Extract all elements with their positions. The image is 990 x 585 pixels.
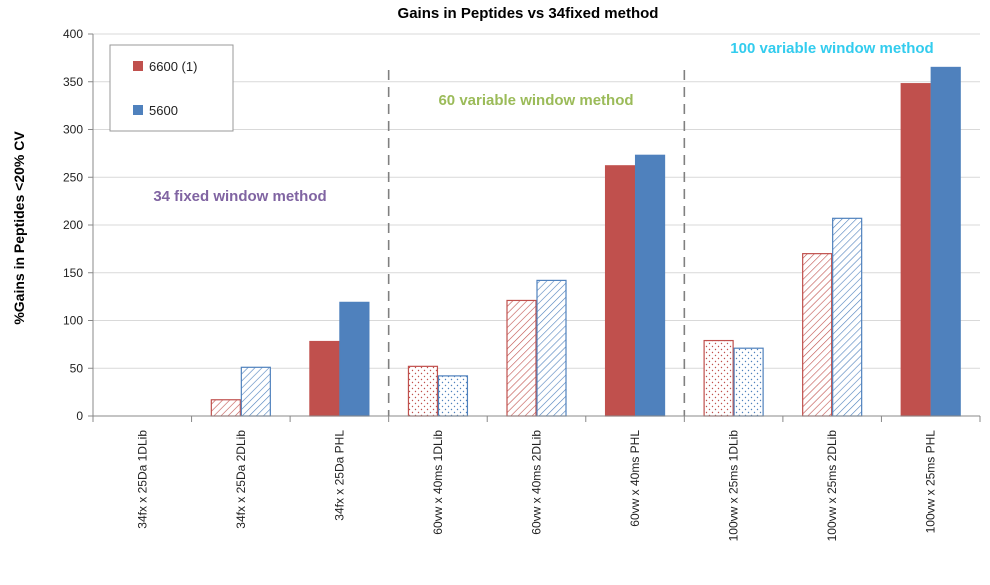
y-tick-label: 100: [63, 314, 83, 328]
group-separators: [387, 70, 686, 416]
x-tick-label: 60vw x 40ms PHL: [628, 430, 642, 527]
x-tick-label: 60vw x 40ms 1DLib: [431, 430, 445, 535]
x-tick-label: 60vw x 40ms 2DLib: [530, 430, 544, 535]
legend-box: [109, 44, 234, 132]
bar-5600: [339, 301, 370, 417]
x-tick-label: 34fx x 25Da 1DLib: [135, 430, 149, 529]
x-tick-label: 100vw x 25ms PHL: [924, 430, 938, 534]
bar-6600: [210, 399, 241, 417]
y-tick-label: 200: [63, 218, 83, 232]
bar-5600: [930, 66, 961, 417]
bar-6600: [802, 253, 833, 417]
bar-5600: [733, 347, 764, 417]
legend-label-5600: 5600: [149, 103, 178, 118]
annotation-34-fixed: 34 fixed window method: [153, 188, 326, 205]
bar-5600: [240, 366, 271, 417]
legend: 6600 (1) 5600: [109, 44, 234, 132]
y-tick-label: 50: [70, 361, 84, 375]
axes: [92, 34, 981, 422]
bar-5600: [536, 279, 567, 417]
y-tick-label: 350: [63, 75, 83, 89]
bar-6600: [309, 340, 340, 417]
x-tick-label: 34fx x 25Da PHL: [332, 430, 346, 521]
bar-5600: [832, 217, 863, 417]
y-tick-label: 150: [63, 266, 83, 280]
annotation-100-variable: 100 variable window method: [730, 40, 933, 57]
bar-6600: [604, 165, 636, 417]
bar-5600: [634, 154, 666, 417]
x-tick-label: 100vw x 25ms 2DLib: [825, 430, 839, 542]
x-tick-label: 100vw x 25ms 1DLib: [727, 430, 741, 542]
y-tick-label: 400: [63, 27, 83, 41]
bar-6600: [900, 83, 931, 417]
x-tick-label: 34fx x 25Da 2DLib: [234, 430, 248, 529]
y-axis-label: %Gains in Peptides <20% CV: [11, 131, 27, 325]
bars: [210, 66, 961, 417]
bar-5600: [437, 375, 469, 417]
legend-swatch-6600: [133, 61, 143, 71]
bar-6600: [703, 339, 734, 417]
bar-6600: [506, 299, 537, 417]
x-axis-tick-labels: 34fx x 25Da 1DLib 34fx x 25Da 2DLib 34fx x…: [135, 430, 937, 542]
annotation-60-variable: 60 variable window method: [438, 92, 633, 109]
chart-title: Gains in Peptides vs 34fixed method: [398, 5, 659, 22]
legend-label-6600: 6600 (1): [149, 59, 197, 74]
y-axis-ticks: 0 50 100 150 200 250 300 350 400: [63, 27, 93, 423]
y-tick-label: 0: [76, 409, 83, 423]
legend-swatch-5600: [133, 105, 143, 115]
y-tick-label: 250: [63, 170, 83, 184]
bar-6600: [407, 365, 439, 417]
y-tick-label: 300: [63, 123, 83, 137]
